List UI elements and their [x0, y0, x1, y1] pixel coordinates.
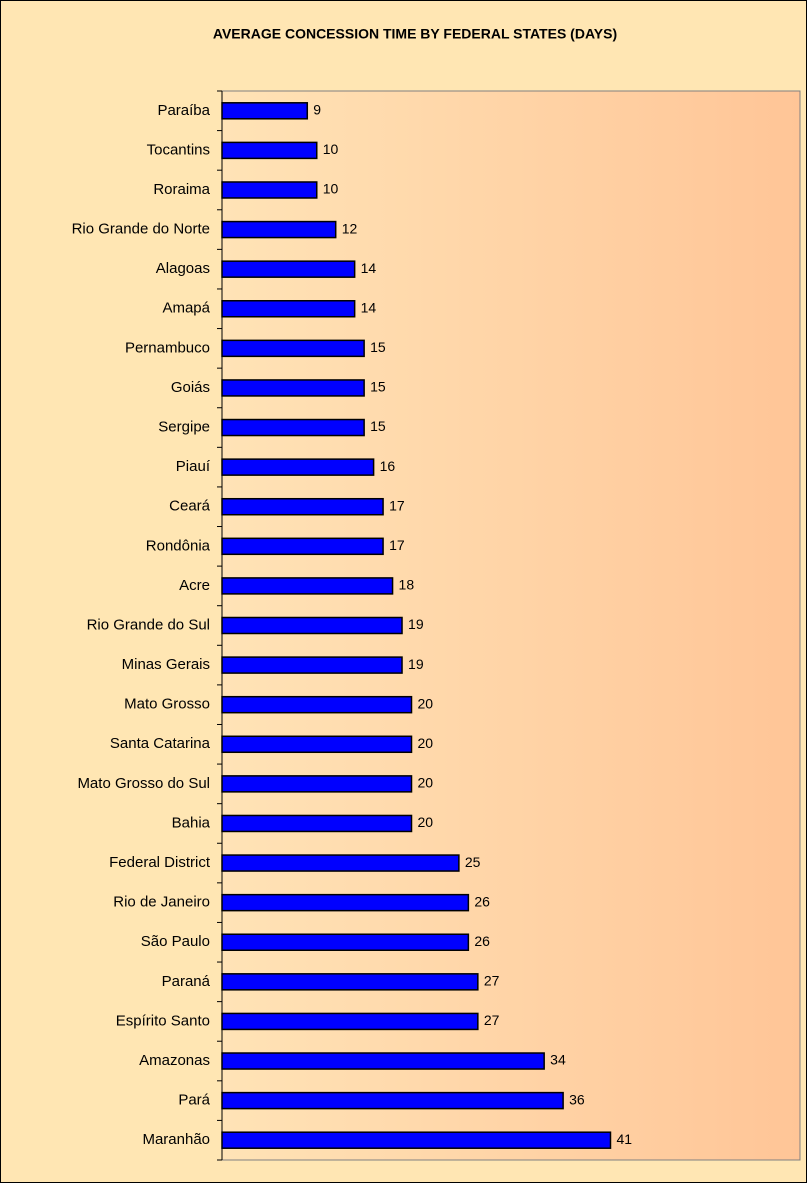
- value-label: 34: [550, 1052, 566, 1068]
- bar: [221, 656, 403, 674]
- value-label: 12: [342, 220, 358, 236]
- bar: [221, 1131, 612, 1149]
- value-label: 20: [418, 775, 434, 791]
- value-label: 18: [399, 577, 415, 593]
- y-tick-label: Rondônia: [146, 537, 211, 554]
- value-label: 20: [418, 695, 434, 711]
- bar: [221, 854, 460, 872]
- bar: [221, 102, 309, 120]
- y-tick-label: Alagoas: [156, 260, 210, 277]
- value-label: 26: [474, 893, 490, 909]
- y-tick-label: Federal District: [109, 854, 211, 871]
- y-tick-label: Maranhão: [142, 1131, 210, 1148]
- value-label: 17: [389, 537, 405, 553]
- y-tick-label: Rio Grande do Norte: [72, 221, 210, 238]
- value-label: 15: [370, 379, 386, 395]
- value-label: 14: [361, 260, 377, 276]
- bar: [221, 695, 413, 714]
- bar: [221, 339, 365, 358]
- bar: [221, 933, 470, 951]
- bar: [221, 141, 318, 160]
- bar: [221, 616, 403, 635]
- bar: [221, 973, 479, 991]
- y-tick-label: Santa Catarina: [110, 735, 211, 752]
- y-tick-label: Espírito Santo: [116, 1012, 210, 1029]
- y-tick-label: Paraná: [162, 973, 211, 990]
- y-tick-label: Amapá: [162, 300, 210, 317]
- y-tick-label: Minas Gerais: [122, 656, 210, 673]
- y-tick-label: Rio Grande do Sul: [87, 616, 210, 633]
- value-label: 15: [370, 418, 386, 434]
- bar: [221, 814, 413, 833]
- value-label: 17: [389, 497, 405, 513]
- bar: [221, 379, 365, 397]
- y-tick-label: Bahia: [172, 814, 211, 831]
- bar: [221, 300, 356, 318]
- bar: [221, 577, 394, 595]
- y-tick-label: Paraíba: [157, 102, 210, 119]
- bar: [221, 735, 413, 754]
- value-label: 36: [569, 1091, 585, 1107]
- value-label: 20: [418, 814, 434, 830]
- y-tick-label: Acre: [179, 577, 210, 594]
- y-tick-label: Rio de Janeiro: [113, 894, 210, 911]
- value-label: 9: [313, 101, 321, 117]
- value-label: 27: [484, 1012, 500, 1028]
- y-tick-label: Ceará: [169, 498, 211, 515]
- bar: [221, 260, 356, 278]
- bar: [221, 458, 375, 476]
- bar: [221, 893, 470, 912]
- bar: [221, 1052, 545, 1070]
- bar: [221, 181, 318, 199]
- y-tick-label: Roraima: [153, 181, 210, 198]
- value-label: 25: [465, 854, 481, 870]
- y-tick-label: Sergipe: [158, 419, 210, 436]
- bar: [221, 220, 337, 239]
- value-label: 16: [380, 458, 396, 474]
- bar: [221, 537, 384, 556]
- value-label: 14: [361, 299, 377, 315]
- value-label: 10: [323, 141, 339, 157]
- y-tick-label: Pernambuco: [125, 339, 210, 356]
- value-label: 10: [323, 181, 339, 197]
- value-label: 41: [616, 1131, 632, 1147]
- value-label: 19: [408, 656, 424, 672]
- y-tick-label: Mato Grosso: [124, 696, 210, 713]
- y-tick-label: Tocantins: [147, 141, 210, 158]
- value-label: 27: [484, 973, 500, 989]
- bar: [221, 1091, 564, 1110]
- value-label: 15: [370, 339, 386, 355]
- value-label: 20: [418, 735, 434, 751]
- bar: [221, 775, 413, 793]
- value-label: 19: [408, 616, 424, 632]
- chart-title: AVERAGE CONCESSION TIME BY FEDERAL STATE…: [213, 26, 617, 42]
- y-tick-label: Pará: [178, 1092, 210, 1109]
- y-tick-label: Mato Grosso do Sul: [77, 775, 210, 792]
- y-tick-label: Amazonas: [139, 1052, 210, 1069]
- value-label: 26: [474, 933, 490, 949]
- bar: [221, 1012, 479, 1031]
- y-tick-label: São Paulo: [141, 933, 210, 950]
- bar: [221, 418, 365, 437]
- bar: [221, 497, 384, 516]
- y-tick-label: Goiás: [171, 379, 210, 396]
- y-tick-label: Piauí: [176, 458, 211, 475]
